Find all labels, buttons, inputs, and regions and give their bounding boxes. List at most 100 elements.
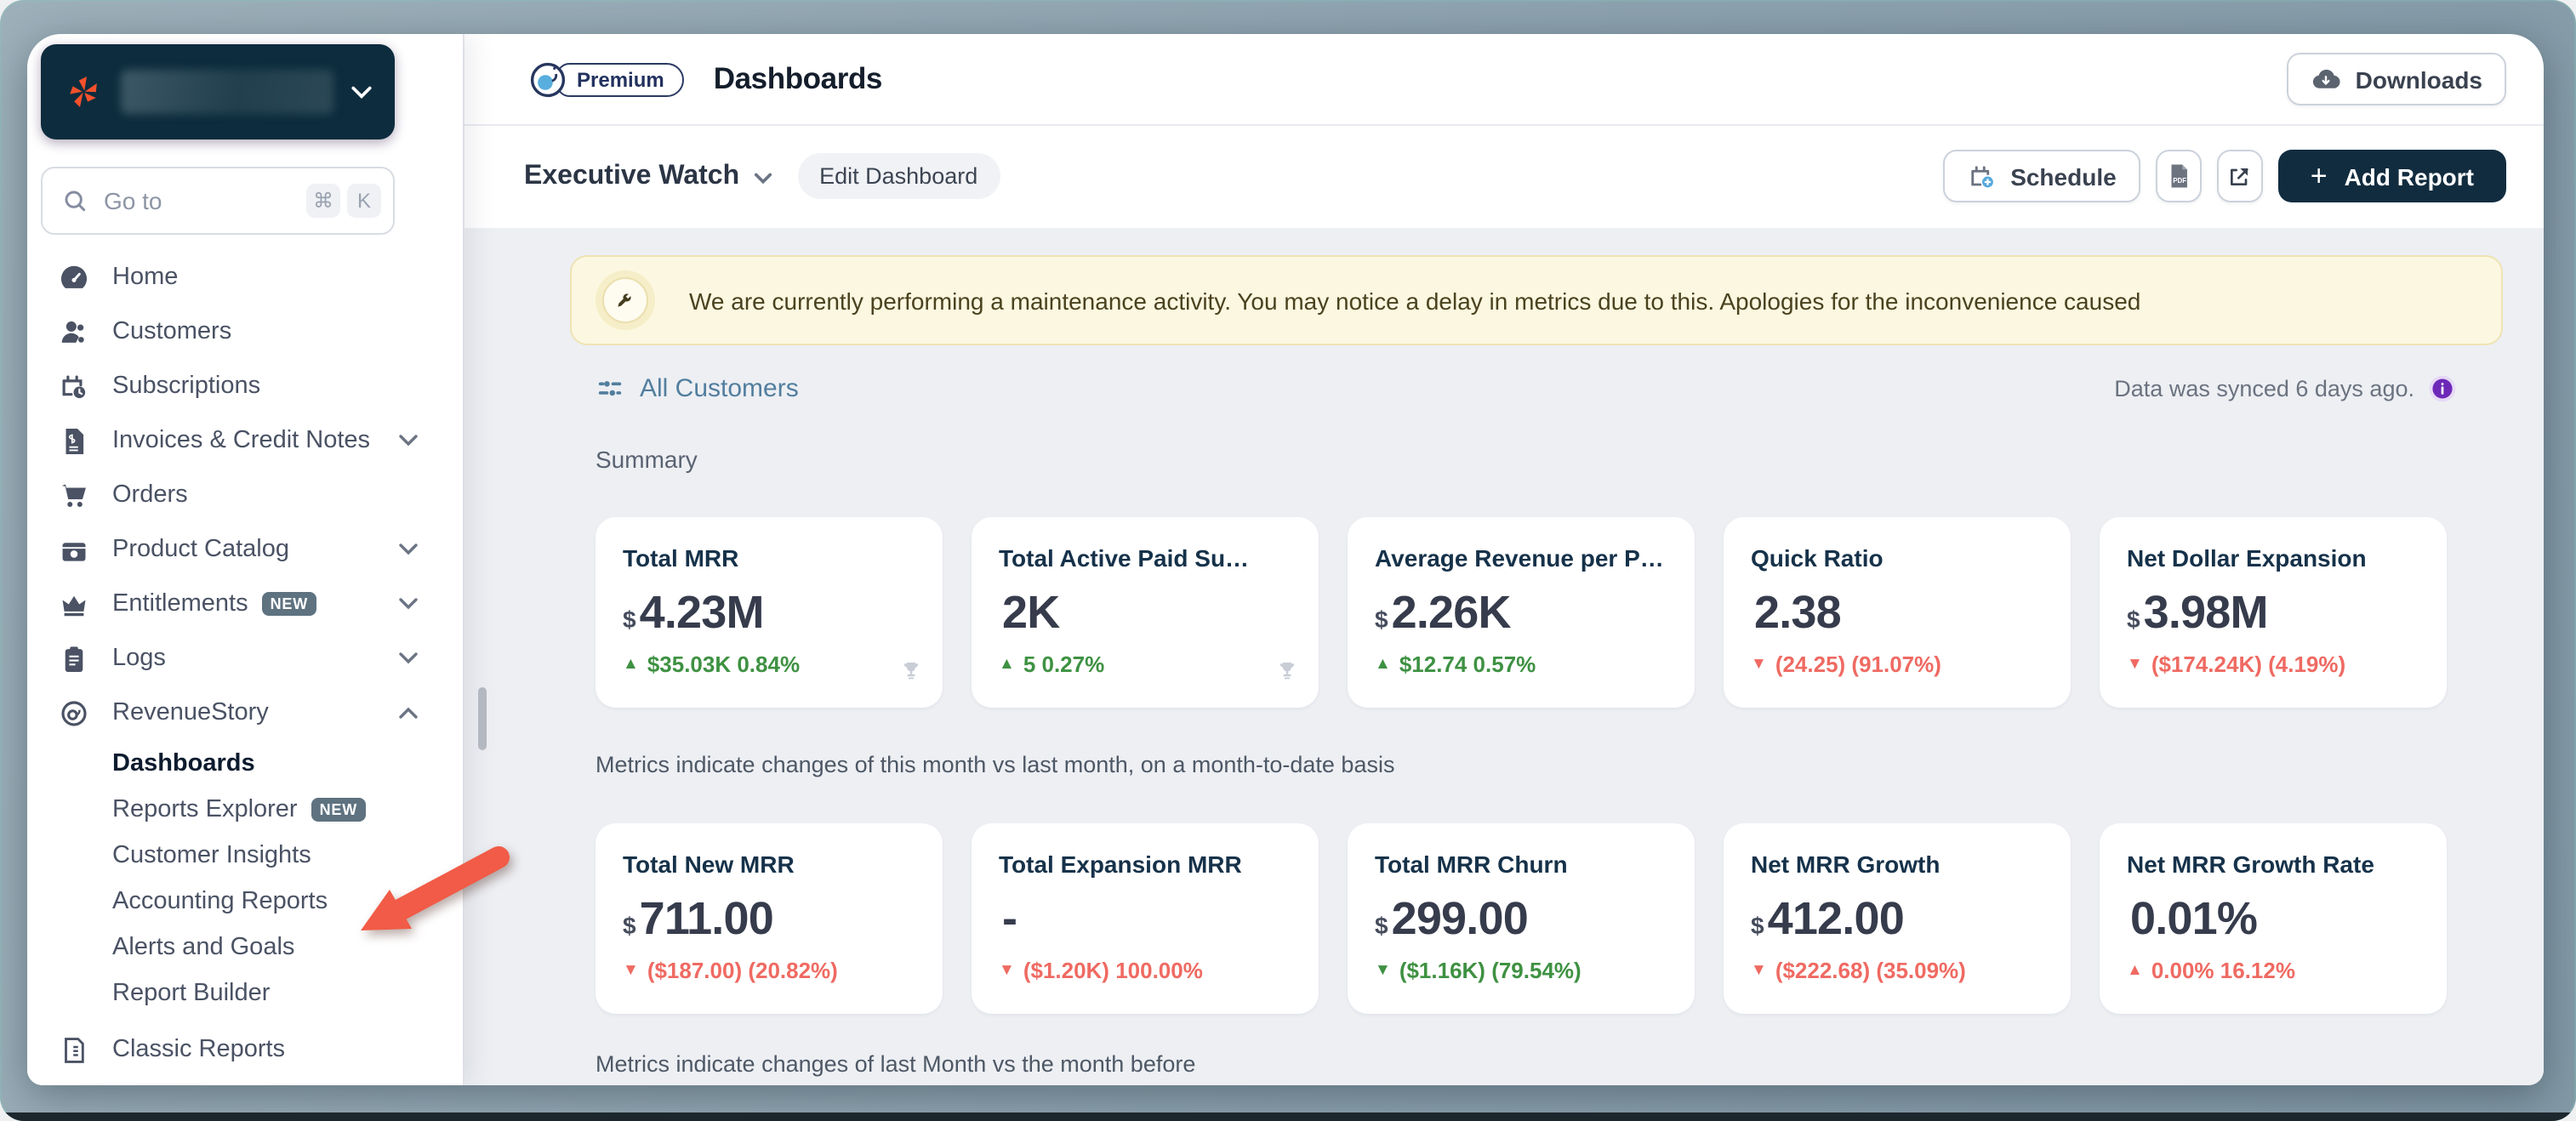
sidebar-item-product-catalog[interactable]: Product Catalog bbox=[41, 522, 449, 577]
info-icon[interactable] bbox=[2428, 373, 2457, 402]
page-title: Dashboards bbox=[714, 61, 882, 97]
org-name-redacted bbox=[121, 70, 333, 114]
downloads-button[interactable]: Downloads bbox=[2288, 53, 2506, 105]
metric-delta: ▼(24.25) (91.07%) bbox=[1751, 652, 2043, 677]
sidebar-item-label: Accounting Reports bbox=[112, 887, 328, 914]
share-button[interactable] bbox=[2217, 150, 2263, 202]
goal-trophy-icon[interactable] bbox=[898, 658, 924, 692]
plus-icon: + bbox=[2311, 162, 2328, 191]
sidebar-item-label: Entitlements bbox=[112, 590, 248, 617]
sidebar-item-revenuestory[interactable]: RevenueStory bbox=[41, 686, 449, 740]
metric-delta: ▲5 0.27% bbox=[999, 652, 1291, 677]
chevron-down-icon bbox=[398, 427, 419, 454]
sidebar-item-logs[interactable]: Logs bbox=[41, 631, 449, 686]
dashboard-selector[interactable]: Executive Watch bbox=[524, 161, 772, 191]
sidebar-item-customers[interactable]: Customers bbox=[41, 304, 449, 359]
currency-prefix: $ bbox=[1751, 912, 1764, 939]
trend-arrow-icon: ▼ bbox=[623, 961, 639, 980]
metric-card[interactable]: Total Expansion MRR - ▼($1.20K) 100.00% bbox=[972, 823, 1319, 1014]
search-input[interactable]: Go to ⌘ K bbox=[41, 167, 395, 235]
chevron-down-icon bbox=[753, 171, 772, 185]
sidebar-item-invoices[interactable]: Invoices & Credit Notes bbox=[41, 413, 449, 468]
calendar-plus-icon bbox=[1966, 161, 1997, 191]
summary-cards-row2: Total New MRR $711.00 ▼($187.00) (20.82%… bbox=[596, 823, 2503, 1014]
trend-arrow-icon: ▲ bbox=[1375, 655, 1391, 674]
trend-arrow-icon: ▲ bbox=[999, 655, 1015, 674]
people-icon bbox=[58, 315, 92, 349]
filter-label: All Customers bbox=[640, 373, 799, 402]
sync-status: Data was synced 6 days ago. bbox=[2114, 375, 2414, 401]
sidebar-item-dashboards[interactable]: Dashboards bbox=[41, 740, 449, 786]
trend-arrow-icon: ▼ bbox=[1751, 655, 1767, 674]
screenshot-frame: Go to ⌘ K Home Customers Subscriptions bbox=[0, 0, 2576, 1121]
sidebar-item-label: Classic Reports bbox=[112, 1036, 285, 1063]
edit-dashboard-button[interactable]: Edit Dashboard bbox=[797, 153, 1000, 199]
metric-delta: ▲$35.03K 0.84% bbox=[623, 652, 915, 677]
metric-card[interactable]: Net Dollar Expansion $3.98M ▼($174.24K) … bbox=[2100, 517, 2447, 708]
trend-arrow-icon: ▼ bbox=[1751, 961, 1767, 980]
metric-title: Total MRR Churn bbox=[1375, 851, 1667, 878]
sidebar-item-entitlements[interactable]: Entitlements NEW bbox=[41, 577, 449, 631]
metric-card[interactable]: Net MRR Growth $412.00 ▼($222.68) (35.09… bbox=[1724, 823, 2071, 1014]
metric-card[interactable]: Total New MRR $711.00 ▼($187.00) (20.82%… bbox=[596, 823, 943, 1014]
sidebar-item-label: Customers bbox=[112, 318, 231, 345]
gauge-icon bbox=[58, 260, 92, 294]
sidebar-scrollbar[interactable] bbox=[478, 687, 487, 750]
schedule-button[interactable]: Schedule bbox=[1942, 150, 2140, 202]
crown-icon bbox=[58, 587, 92, 621]
trend-arrow-icon: ▼ bbox=[999, 961, 1015, 980]
summary-section-label: Summary bbox=[596, 446, 2503, 476]
sidebar-item-label: Customer Insights bbox=[112, 841, 311, 868]
export-pdf-button[interactable]: PDF bbox=[2156, 150, 2202, 202]
metric-card[interactable]: Total MRR $4.23M ▲$35.03K 0.84% bbox=[596, 517, 943, 708]
metric-title: Net MRR Growth Rate bbox=[2127, 851, 2419, 878]
sidebar-item-report-builder[interactable]: Report Builder bbox=[41, 970, 449, 1016]
metric-card[interactable]: Total Active Paid Su… 2K ▲5 0.27% bbox=[972, 517, 1319, 708]
share-icon bbox=[2226, 162, 2254, 190]
sidebar-item-label: Logs bbox=[112, 645, 166, 672]
sidebar-item-label: Reports Explorer bbox=[112, 795, 298, 822]
currency-prefix: $ bbox=[2127, 606, 2140, 633]
new-badge: NEW bbox=[311, 797, 366, 821]
metric-delta: ▼($187.00) (20.82%) bbox=[623, 958, 915, 983]
metric-card[interactable]: Total MRR Churn $299.00 ▼($1.16K) (79.54… bbox=[1348, 823, 1695, 1014]
metric-value: 711.00 bbox=[640, 893, 773, 946]
metric-delta: ▲$12.74 0.57% bbox=[1375, 652, 1667, 677]
metric-card[interactable]: Quick Ratio 2.38 ▼(24.25) (91.07%) bbox=[1724, 517, 2071, 708]
sidebar-item-orders[interactable]: Orders bbox=[41, 468, 449, 522]
currency-prefix: $ bbox=[1375, 912, 1388, 939]
add-report-button[interactable]: + Add Report bbox=[2278, 150, 2506, 202]
metric-title: Total New MRR bbox=[623, 851, 915, 878]
metric-delta: ▼($174.24K) (4.19%) bbox=[2127, 652, 2419, 677]
main-content: Premium Dashboards Downloads Executive W… bbox=[463, 34, 2544, 1085]
metrics-note-row1: Metrics indicate changes of this month v… bbox=[596, 752, 2503, 782]
all-customers-filter[interactable]: All Customers bbox=[596, 373, 799, 402]
summary-cards-row1: Total MRR $4.23M ▲$35.03K 0.84% Total Ac… bbox=[596, 517, 2503, 708]
page-header: Premium Dashboards Downloads bbox=[463, 34, 2544, 126]
cart-icon bbox=[58, 478, 92, 512]
cloud-download-icon bbox=[2311, 64, 2342, 94]
metric-value: 0.01% bbox=[2130, 893, 2257, 946]
metric-value: 412.00 bbox=[1768, 893, 1904, 946]
search-icon bbox=[61, 187, 88, 214]
metric-value: 299.00 bbox=[1392, 893, 1528, 946]
chevron-up-icon bbox=[398, 699, 419, 726]
premium-logo-icon bbox=[527, 59, 568, 100]
sidebar-item-subscriptions[interactable]: Subscriptions bbox=[41, 359, 449, 413]
goal-trophy-icon[interactable] bbox=[1274, 658, 1300, 692]
metric-delta: ▼($222.68) (35.09%) bbox=[1751, 958, 2043, 983]
calendar-clock-icon bbox=[58, 369, 92, 403]
sidebar-item-classic-reports[interactable]: Classic Reports bbox=[41, 1022, 449, 1077]
chevron-down-icon bbox=[398, 645, 419, 672]
currency-prefix: $ bbox=[623, 912, 636, 939]
downloads-label: Downloads bbox=[2356, 65, 2482, 93]
svg-text:PDF: PDF bbox=[2173, 177, 2186, 185]
metric-card[interactable]: Net MRR Growth Rate 0.01% ▲0.00% 16.12% bbox=[2100, 823, 2447, 1014]
metric-value: 4.23M bbox=[640, 587, 764, 640]
chargebee-logo-icon bbox=[63, 71, 104, 112]
metric-title: Net MRR Growth bbox=[1751, 851, 2043, 878]
org-switcher[interactable] bbox=[41, 44, 395, 139]
sidebar-item-home[interactable]: Home bbox=[41, 250, 449, 304]
metric-card[interactable]: Average Revenue per P… $2.26K ▲$12.74 0.… bbox=[1348, 517, 1695, 708]
metric-title: Quick Ratio bbox=[1751, 544, 2043, 572]
